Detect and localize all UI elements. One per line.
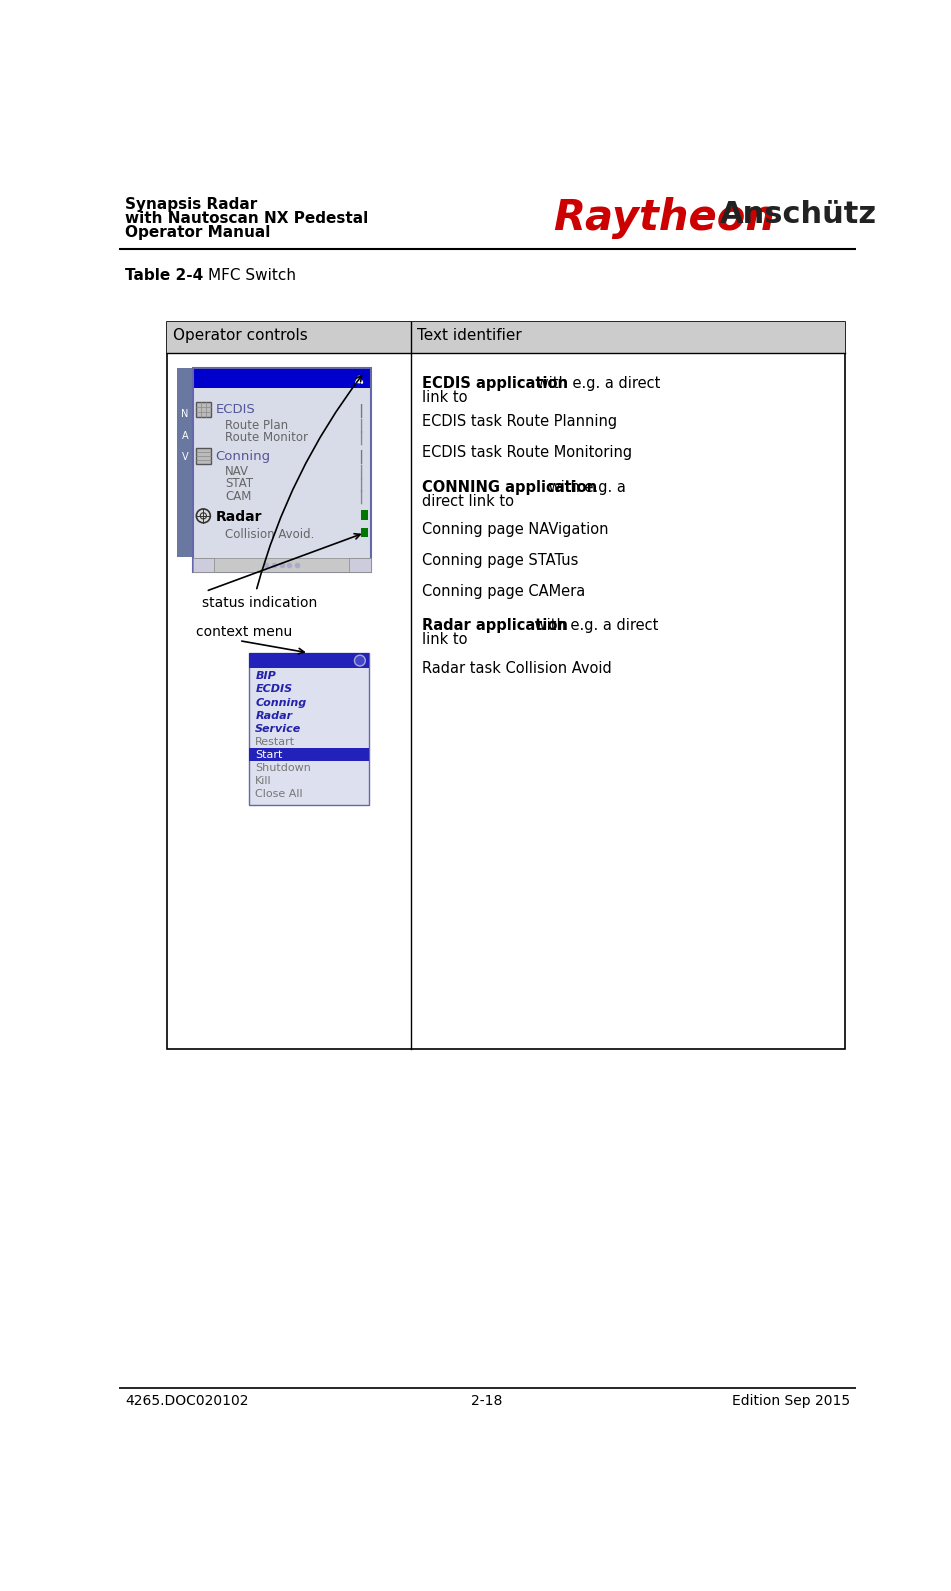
Bar [349,558,371,573]
Bar [192,368,371,388]
Text: Route Plan: Route Plan [225,418,288,431]
Text: Close All: Close All [255,789,303,799]
Text: link to: link to [422,390,467,404]
Text: status indication: status indication [202,597,317,609]
Bar [177,368,192,557]
Text: with e.g. a direct: with e.g. a direct [531,619,659,633]
Text: context menu: context menu [196,625,293,640]
Text: Conning page STATus: Conning page STATus [422,552,578,568]
Text: Conning: Conning [216,450,271,463]
Text: with e.g. a direct: with e.g. a direct [532,375,660,391]
Text: ▏: ▏ [359,418,371,433]
Text: CAM: CAM [225,490,251,503]
Text: Conning page CAMera: Conning page CAMera [422,584,585,598]
Text: Restart: Restart [255,737,296,746]
Bar [167,321,845,353]
Bar [360,511,368,520]
Text: ECDIS task Route Planning: ECDIS task Route Planning [422,414,617,430]
Text: Anschütz: Anschütz [720,200,877,229]
Text: ▏: ▏ [359,477,371,492]
Text: 2-18: 2-18 [472,1394,503,1408]
Text: MFC Switch: MFC Switch [208,267,296,283]
Bar [249,652,369,805]
Text: Radar: Radar [216,509,262,523]
Bar [196,403,211,417]
Text: Radar: Radar [255,711,292,721]
Text: Collision Avoid.: Collision Avoid. [225,528,315,541]
Bar [192,368,371,573]
Text: Conning page NAVigation: Conning page NAVigation [422,522,609,538]
Text: N: N [181,409,188,418]
Text: ▏: ▏ [359,431,371,445]
Text: Kill: Kill [255,776,272,786]
Text: V: V [182,452,188,463]
Text: with Nautoscan NX Pedestal: with Nautoscan NX Pedestal [126,212,368,226]
Circle shape [196,509,210,523]
Bar [249,652,369,668]
Text: Edition Sep 2015: Edition Sep 2015 [731,1394,849,1408]
Text: ▏: ▏ [359,490,371,504]
Text: Radar application: Radar application [422,619,568,633]
Text: Conning: Conning [255,697,306,708]
Bar [192,388,371,573]
Text: ▏: ▏ [359,450,371,465]
Text: with e.g. a: with e.g. a [544,479,626,495]
Bar [249,748,369,762]
Text: A: A [182,431,188,441]
Text: Service: Service [255,724,301,733]
Text: ECDIS application: ECDIS application [422,375,568,391]
Text: Operator Manual: Operator Manual [126,224,270,240]
Bar [192,558,214,573]
Circle shape [201,512,206,519]
Text: ▏: ▏ [359,404,371,418]
Text: BIP: BIP [255,671,276,681]
Text: STAT: STAT [225,477,253,490]
Text: NAV: NAV [225,465,249,477]
Text: ECDIS: ECDIS [216,404,256,417]
Text: Radar task Collision Avoid: Radar task Collision Avoid [422,660,611,676]
Text: link to: link to [422,632,467,648]
Text: ECDIS task Route Monitoring: ECDIS task Route Monitoring [422,445,632,460]
Text: Start: Start [255,749,282,760]
Text: Text identifier: Text identifier [417,328,522,344]
Bar [196,449,211,463]
Text: ▏: ▏ [359,465,371,479]
Text: Synapsis Radar: Synapsis Radar [126,197,258,212]
Text: CONNING application: CONNING application [422,479,597,495]
Bar [192,558,371,573]
Text: Shutdown: Shutdown [255,764,311,773]
Text: Operator controls: Operator controls [173,328,308,344]
Text: Raytheon: Raytheon [553,197,775,239]
Text: Route Monitor: Route Monitor [225,431,308,444]
Text: ECDIS: ECDIS [255,684,292,695]
Text: direct link to: direct link to [422,493,514,509]
Bar [167,321,845,1050]
Text: 4265.DOC020102: 4265.DOC020102 [126,1394,248,1408]
Bar [360,528,368,538]
Circle shape [355,655,365,667]
Text: Table 2-4: Table 2-4 [126,267,204,283]
